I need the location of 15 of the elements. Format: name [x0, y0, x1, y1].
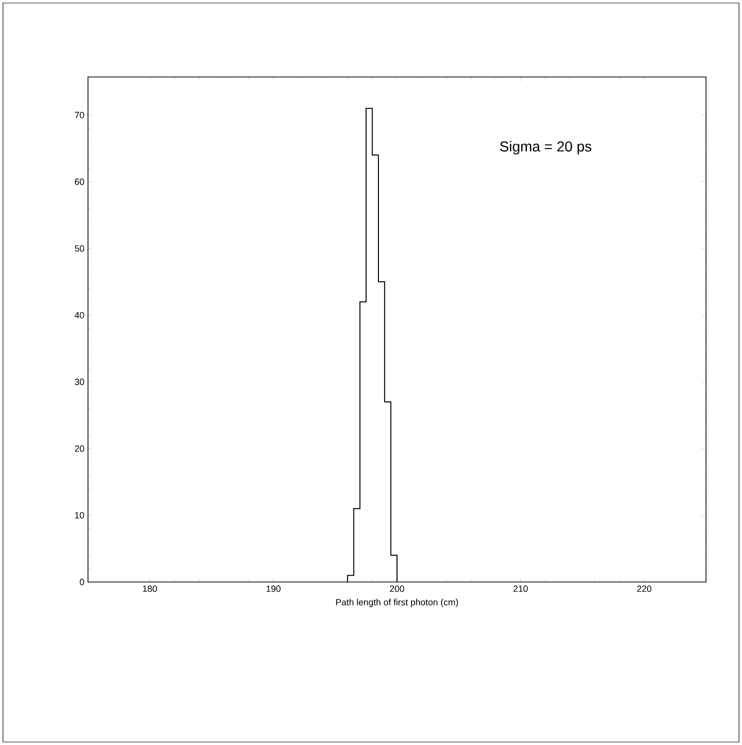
- y-tick-label: 40: [74, 312, 84, 318]
- x-tick-label: 220: [637, 586, 652, 592]
- annotation: Sigma = 20 ps: [500, 141, 592, 154]
- x-tick-label: 190: [266, 586, 281, 592]
- y-tick-label: 0: [80, 578, 84, 586]
- x-tick-label: 180: [142, 586, 157, 592]
- y-tick-label: 50: [74, 245, 84, 252]
- x-tick-label: 200: [390, 586, 404, 592]
- y-tick-label: 70: [74, 112, 84, 118]
- x-axis-title: Path length of first photon (cm): [336, 598, 458, 608]
- x-tick-label: 210: [514, 586, 528, 592]
- y-tick-label: 20: [74, 445, 84, 452]
- y-tick-label: 30: [74, 378, 84, 386]
- y-tick-label: 60: [74, 178, 84, 185]
- y-tick-label: 10: [75, 512, 84, 518]
